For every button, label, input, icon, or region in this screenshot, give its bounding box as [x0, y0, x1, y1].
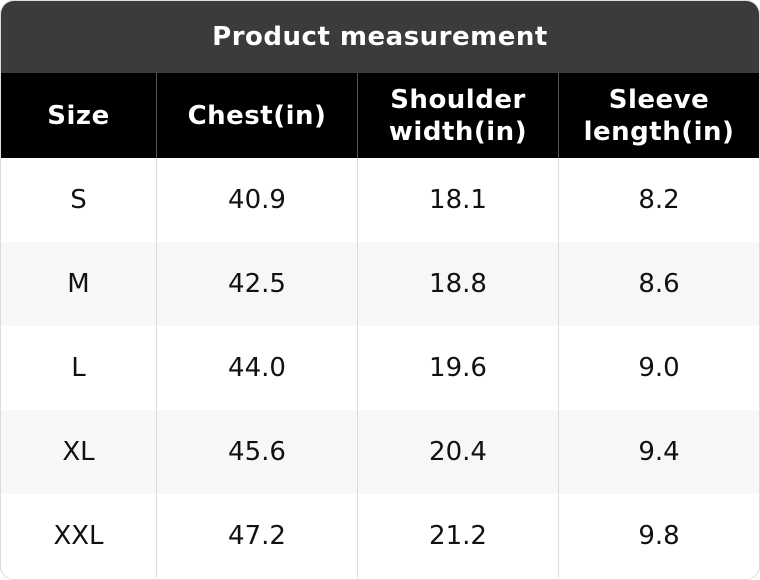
table-cell: 40.9: [156, 158, 357, 242]
column-header: Sleeve length(in): [558, 73, 759, 158]
table-cell: 19.6: [357, 326, 558, 410]
table-cell: 45.6: [156, 410, 357, 494]
table-row: L 44.0 19.6 9.0: [1, 326, 759, 410]
column-header: Size: [47, 100, 110, 131]
table-cell: 9.4: [558, 410, 759, 494]
header-row: Size Chest(in) Shoulder width(in) Sleeve le…: [1, 73, 759, 158]
table-cell: 9.0: [558, 326, 759, 410]
table-cell: XXL: [53, 521, 104, 551]
table-cell: 47.2: [156, 494, 357, 578]
table-title: Product measurement: [1, 1, 759, 73]
table-cell: 18.8: [357, 242, 558, 326]
table-cell: M: [67, 269, 90, 299]
table-cell: 9.8: [558, 494, 759, 578]
table-row: M 42.5 18.8 8.6: [1, 242, 759, 326]
table-cell: 42.5: [156, 242, 357, 326]
table-cell: 20.4: [357, 410, 558, 494]
table-cell: XL: [62, 437, 95, 467]
table-cell: 18.1: [357, 158, 558, 242]
table-cell: 8.6: [558, 242, 759, 326]
table-row: S 40.9 18.1 8.2: [1, 158, 759, 242]
table-row: XL 45.6 20.4 9.4: [1, 410, 759, 494]
column-header: Shoulder width(in): [357, 73, 558, 158]
table-cell: 8.2: [558, 158, 759, 242]
table-row: XXL 47.2 21.2 9.8: [1, 494, 759, 578]
table-body: S 40.9 18.1 8.2 M 42.5 18.8 8.6 L 44.0 19.6 9.0 XL 45…: [1, 158, 759, 578]
column-header: Chest(in): [156, 73, 357, 158]
table-cell: 21.2: [357, 494, 558, 578]
table-cell: L: [71, 353, 86, 383]
table-cell: S: [70, 185, 87, 215]
table-cell: 44.0: [156, 326, 357, 410]
